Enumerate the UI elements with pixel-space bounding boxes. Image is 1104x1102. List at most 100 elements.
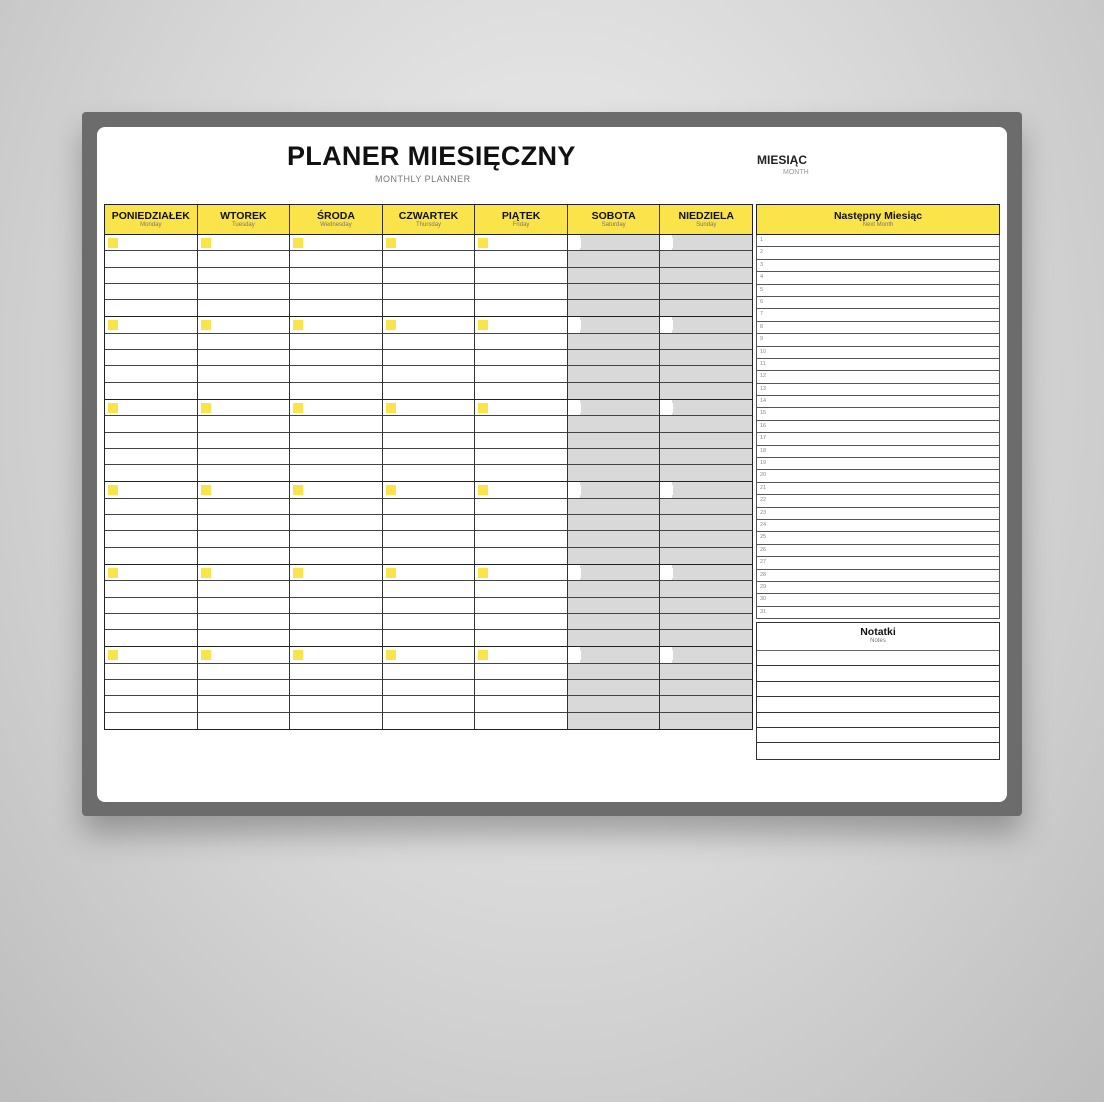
day-cell[interactable]: [660, 564, 753, 647]
day-cell[interactable]: [290, 399, 383, 482]
next-month-day-row[interactable]: 4: [756, 272, 1000, 285]
day-cell[interactable]: [475, 317, 568, 399]
day-line: [382, 235, 475, 252]
page-title: PLANER MIESIĘCZNY: [287, 141, 576, 171]
day-cell[interactable]: [197, 235, 291, 317]
day-cell[interactable]: [567, 399, 661, 482]
day-cell[interactable]: [475, 235, 568, 317]
day-line: [105, 317, 197, 334]
day-cell[interactable]: [197, 647, 291, 729]
day-cell[interactable]: [382, 399, 476, 482]
day-cell[interactable]: [567, 564, 661, 647]
day-cell[interactable]: [105, 482, 198, 564]
day-cell[interactable]: [290, 235, 383, 317]
next-month-day-row[interactable]: 9: [756, 334, 1000, 347]
day-cell[interactable]: [567, 235, 661, 317]
notes-line[interactable]: [757, 682, 999, 698]
day-cell[interactable]: [475, 564, 568, 647]
next-month-day-row[interactable]: 18: [756, 445, 1000, 459]
week-row: [104, 399, 753, 483]
next-month-day-row[interactable]: 7: [756, 309, 1000, 322]
day-cell[interactable]: [382, 235, 476, 317]
next-month-day-row[interactable]: 25: [756, 532, 1000, 545]
day-cell[interactable]: [475, 399, 568, 482]
day-line: [105, 284, 197, 301]
weekday-name: PIĄTEK: [501, 210, 541, 222]
next-month-day-row[interactable]: 26: [756, 544, 1000, 558]
day-cell[interactable]: [197, 317, 291, 399]
day-cell[interactable]: [197, 564, 291, 647]
next-month-day-row[interactable]: 13: [756, 383, 1000, 397]
day-cell[interactable]: [567, 317, 661, 399]
next-month-day-row[interactable]: 23: [756, 507, 1000, 520]
day-cell[interactable]: [197, 399, 291, 482]
day-cell[interactable]: [475, 482, 568, 564]
notes-line[interactable]: [757, 728, 999, 744]
next-month-day-row[interactable]: 30: [756, 594, 1000, 607]
notes-line[interactable]: [757, 697, 999, 713]
next-month-day-row[interactable]: 29: [756, 581, 1000, 595]
next-month-day-row[interactable]: 21: [756, 482, 1000, 496]
next-month-day-row[interactable]: 20: [756, 470, 1000, 483]
next-month-day-row[interactable]: 10: [756, 346, 1000, 359]
day-cell[interactable]: [382, 564, 476, 647]
day-cell[interactable]: [660, 647, 753, 729]
next-month-day-row[interactable]: 8: [756, 321, 1000, 335]
next-month-day-row[interactable]: 11: [756, 358, 1000, 372]
day-cell[interactable]: [290, 564, 383, 647]
day-cell[interactable]: [382, 317, 476, 399]
day-cell[interactable]: [105, 317, 198, 399]
day-cell[interactable]: [105, 399, 198, 482]
date-box: [293, 402, 304, 413]
next-month-day-row[interactable]: 17: [756, 433, 1000, 446]
day-line: [290, 647, 382, 664]
next-month-day-row[interactable]: 24: [756, 519, 1000, 533]
day-line: [382, 251, 475, 268]
notes-line[interactable]: [757, 713, 999, 728]
day-cell[interactable]: [197, 482, 291, 564]
notes-line[interactable]: [757, 666, 999, 682]
day-cell[interactable]: [567, 482, 661, 564]
next-month-day-row[interactable]: 27: [756, 557, 1000, 570]
day-line: [197, 647, 290, 664]
next-month-day-row[interactable]: 31: [756, 606, 1000, 620]
date-box: [293, 567, 304, 578]
next-month-day-row[interactable]: 2: [756, 247, 1000, 260]
day-cell[interactable]: [660, 317, 753, 399]
day-line: [105, 465, 197, 481]
day-line: [105, 713, 197, 729]
next-month-day-row[interactable]: 28: [756, 569, 1000, 582]
date-box: [385, 402, 396, 413]
day-cell[interactable]: [567, 647, 661, 729]
day-cell[interactable]: [290, 317, 383, 399]
day-line: [105, 235, 197, 252]
day-cell[interactable]: [290, 647, 383, 729]
day-line: [197, 284, 290, 301]
day-cell[interactable]: [660, 399, 753, 482]
next-month-day-row[interactable]: 3: [756, 259, 1000, 273]
day-cell[interactable]: [105, 235, 198, 317]
notes-line[interactable]: [757, 651, 999, 667]
next-month-day-row[interactable]: 12: [756, 371, 1000, 384]
day-cell[interactable]: [475, 647, 568, 729]
day-cell[interactable]: [660, 482, 753, 564]
next-month-day-row[interactable]: 1: [756, 235, 1000, 248]
day-cell[interactable]: [660, 235, 753, 317]
next-month-day-row[interactable]: 6: [756, 296, 1000, 310]
day-line: [660, 350, 753, 367]
next-month-day-row[interactable]: 16: [756, 420, 1000, 434]
next-month-day-row[interactable]: 15: [756, 408, 1000, 421]
day-cell[interactable]: [382, 647, 476, 729]
day-cell[interactable]: [105, 647, 198, 729]
next-month-day-row[interactable]: 19: [756, 458, 1000, 471]
day-line: [475, 350, 567, 367]
notes-line[interactable]: [757, 743, 999, 758]
day-cell[interactable]: [105, 564, 198, 647]
next-month-day-row[interactable]: 22: [756, 495, 1000, 508]
day-line: [660, 235, 753, 252]
day-line: [475, 235, 567, 252]
next-month-day-row[interactable]: 14: [756, 396, 1000, 409]
next-month-day-row[interactable]: 5: [756, 284, 1000, 297]
day-cell[interactable]: [290, 482, 383, 564]
day-cell[interactable]: [382, 482, 476, 564]
